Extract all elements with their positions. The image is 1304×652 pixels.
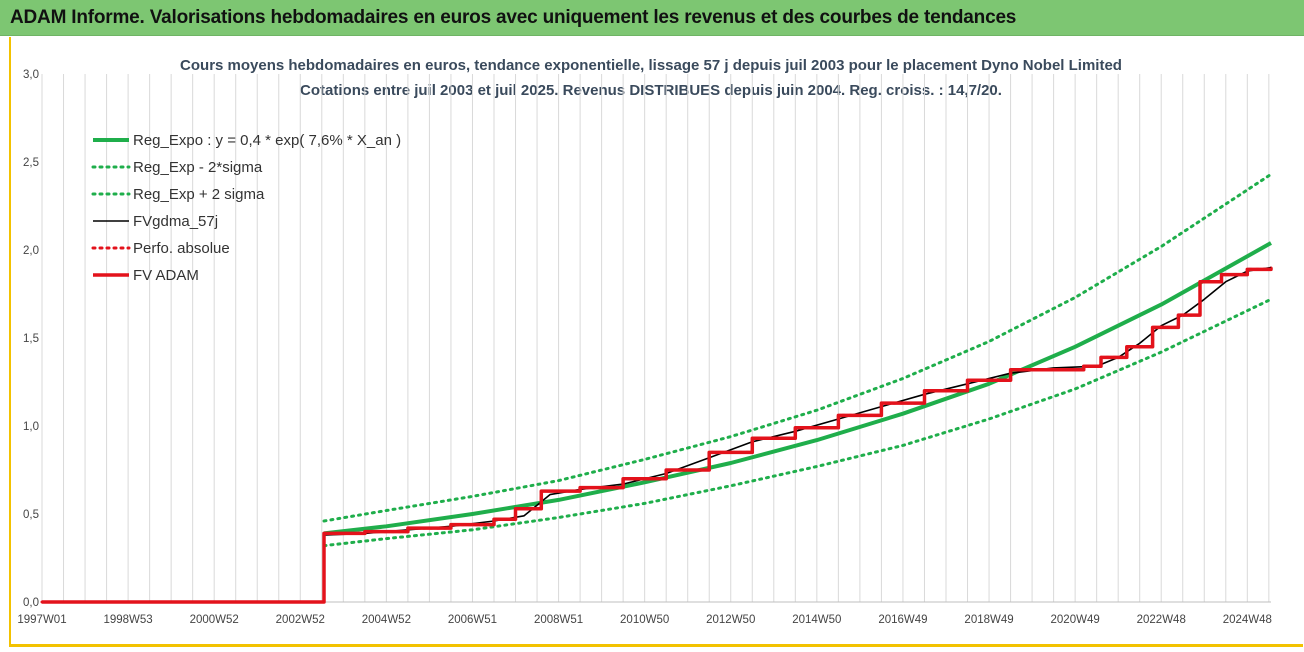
- y-tick-label: 0,0: [23, 597, 39, 609]
- legend-label: FV ADAM: [133, 267, 199, 284]
- series-layer: [40, 172, 1273, 604]
- series-line-2: [322, 172, 1273, 523]
- x-tick-label: 2002W52: [276, 614, 325, 626]
- series-line-1: [322, 297, 1273, 548]
- x-tick-label: 2006W51: [448, 614, 497, 626]
- chart-title-line-2: Cotations entre juil 2003 et juil 2025. …: [300, 82, 1002, 99]
- x-tick-label: 2016W49: [878, 614, 927, 626]
- chart: Cours moyens hebdomadaires en euros, ten…: [17, 57, 1273, 626]
- series-line-3: [323, 266, 1272, 536]
- y-tick-label: 3,0: [23, 69, 39, 81]
- series-line-0: [323, 241, 1272, 536]
- x-tick-label: 2000W52: [190, 614, 239, 626]
- y-tick-label: 1,0: [23, 421, 39, 433]
- legend-label: Reg_Expo : y = 0,4 * exp( 7,6% * X_an ): [133, 132, 401, 149]
- y-tick-label: 2,5: [23, 157, 39, 169]
- x-tick-label: 2012W50: [706, 614, 755, 626]
- x-tick-label: 1998W53: [103, 614, 152, 626]
- chart-frame: Cours moyens hebdomadaires en euros, ten…: [9, 37, 1303, 647]
- y-tick-label: 2,0: [23, 245, 39, 257]
- x-tick-label: 2008W51: [534, 614, 583, 626]
- x-tick-label: 2022W48: [1137, 614, 1186, 626]
- x-tick-label: 2014W50: [792, 614, 841, 626]
- page-title: ADAM Informe. Valorisations hebdomadaire…: [10, 7, 1017, 28]
- legend-label: FVgdma_57j: [133, 213, 218, 230]
- x-tick-label: 2004W52: [362, 614, 411, 626]
- chart-title-line-1: Cours moyens hebdomadaires en euros, ten…: [180, 57, 1122, 74]
- x-tick-label: 2018W49: [964, 614, 1013, 626]
- legend: Reg_Expo : y = 0,4 * exp( 7,6% * X_an ) R…: [91, 132, 401, 284]
- series-line-5: [42, 267, 1273, 604]
- y-tick-label: 0,5: [23, 509, 39, 521]
- legend-label: Reg_Exp - 2*sigma: [133, 159, 263, 176]
- legend-label: Reg_Exp + 2 sigma: [133, 186, 265, 203]
- x-tick-label: 2020W49: [1051, 614, 1100, 626]
- x-tick-label: 1997W01: [17, 614, 66, 626]
- y-tick-label: 1,5: [23, 333, 39, 345]
- series-line-4: [40, 266, 1273, 604]
- x-tick-label: 2024W48: [1223, 614, 1272, 626]
- legend-label: Perfo. absolue: [133, 240, 230, 257]
- grid: [41, 74, 1270, 602]
- x-tick-label: 2010W50: [620, 614, 669, 626]
- header-banner: ADAM Informe. Valorisations hebdomadaire…: [0, 0, 1304, 36]
